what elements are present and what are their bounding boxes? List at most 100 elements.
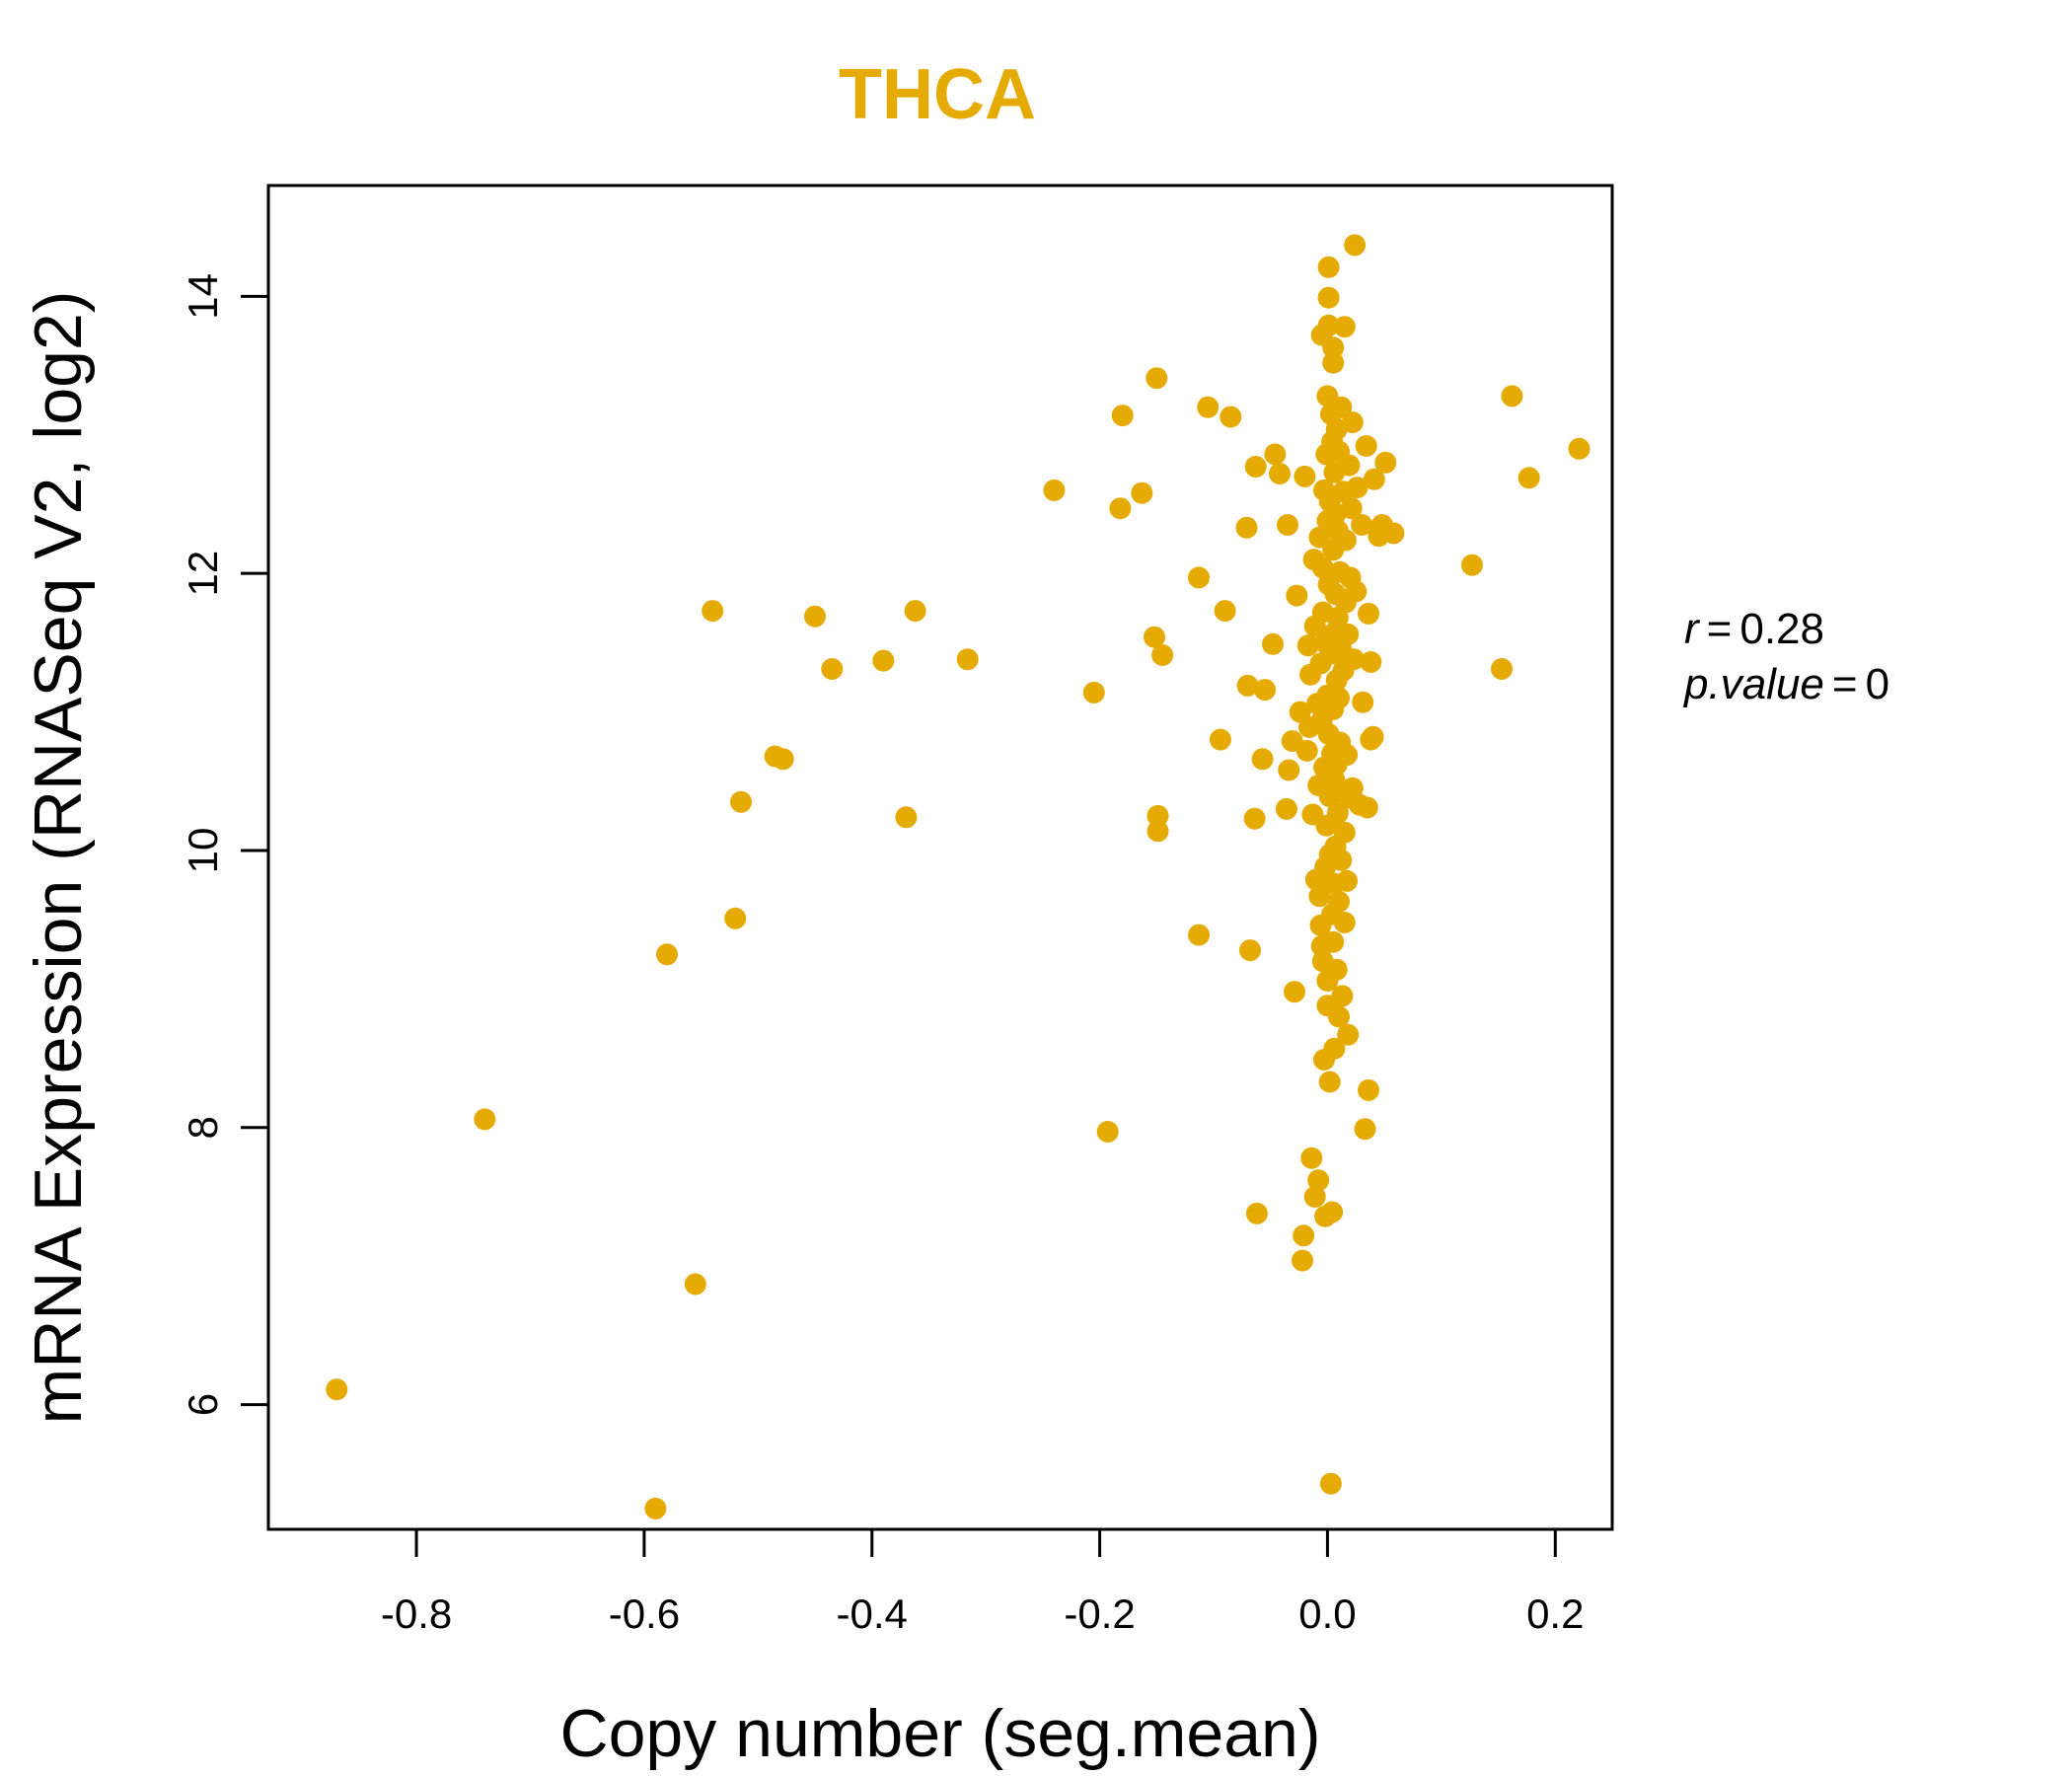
correlation-label: r xyxy=(1684,605,1701,653)
data-point xyxy=(1322,336,1345,359)
y-axis: 6 8 10 12 14 xyxy=(180,273,270,1416)
data-point xyxy=(1356,796,1378,819)
data-point xyxy=(656,943,678,966)
data-point xyxy=(1517,467,1540,489)
data-point xyxy=(644,1497,667,1519)
data-point xyxy=(1214,600,1236,623)
x-tick-label: -0.2 xyxy=(1064,1591,1135,1637)
y-tick-label: 12 xyxy=(180,551,226,597)
data-point xyxy=(1344,234,1367,257)
data-point xyxy=(904,600,926,623)
data-point xyxy=(1340,497,1363,520)
data-point xyxy=(1269,463,1291,485)
y-tick-label: 8 xyxy=(180,1116,226,1139)
data-point xyxy=(1337,1023,1360,1046)
data-point xyxy=(1341,411,1364,434)
data-point xyxy=(1321,1201,1344,1223)
data-point xyxy=(1331,985,1354,1007)
x-tick-label: 0.0 xyxy=(1298,1591,1356,1637)
data-point xyxy=(1220,406,1242,428)
data-point xyxy=(1328,687,1350,709)
data-point xyxy=(1043,479,1066,501)
data-point xyxy=(1382,522,1405,545)
data-point xyxy=(1334,529,1357,552)
data-point xyxy=(1292,1249,1313,1272)
data-point xyxy=(956,648,979,671)
data-point xyxy=(1294,465,1316,487)
data-point xyxy=(1322,930,1345,953)
data-point xyxy=(1131,481,1153,504)
data-point xyxy=(1358,602,1379,625)
data-point xyxy=(1317,314,1340,336)
data-point xyxy=(1286,584,1308,607)
data-point xyxy=(1491,658,1513,680)
data-point xyxy=(1147,804,1169,827)
x-axis-label: Copy number (seg.mean) xyxy=(559,1696,1320,1771)
data-point xyxy=(1209,728,1231,751)
data-point xyxy=(1360,651,1382,673)
points-layer xyxy=(326,234,1591,1519)
data-point xyxy=(1355,435,1377,457)
data-point xyxy=(1109,497,1132,520)
data-point xyxy=(1345,580,1368,603)
data-point xyxy=(1336,869,1359,892)
data-point xyxy=(1308,885,1331,908)
data-point xyxy=(1188,924,1210,946)
data-point xyxy=(1374,451,1397,474)
data-point xyxy=(1111,405,1134,427)
data-point xyxy=(1354,1118,1376,1141)
p-value-stat: p.value = 0 xyxy=(1682,660,1889,708)
data-point xyxy=(1333,912,1356,933)
data-point xyxy=(1328,890,1350,913)
correlation-stat: r = 0.28 xyxy=(1684,605,1824,653)
data-point xyxy=(895,806,918,829)
data-point xyxy=(724,907,747,929)
data-point xyxy=(1284,981,1305,1003)
data-point xyxy=(1363,468,1385,490)
data-point xyxy=(1082,681,1105,703)
data-point xyxy=(1244,456,1267,478)
data-point xyxy=(1341,777,1364,799)
data-point xyxy=(1325,958,1348,981)
data-point xyxy=(1362,725,1384,748)
data-point xyxy=(1245,1202,1268,1224)
data-point xyxy=(1358,1078,1379,1101)
data-point xyxy=(1151,644,1174,666)
data-point xyxy=(1336,744,1359,767)
data-point xyxy=(804,605,826,628)
data-point xyxy=(1296,634,1319,657)
data-point xyxy=(1330,396,1353,418)
data-point xyxy=(1264,443,1287,466)
data-point xyxy=(1251,748,1274,771)
data-point xyxy=(1568,437,1591,460)
y-tick-label: 6 xyxy=(180,1393,226,1416)
data-point xyxy=(1501,385,1523,407)
data-point xyxy=(1351,514,1373,536)
data-point xyxy=(1317,286,1340,309)
data-point xyxy=(730,790,752,813)
data-point xyxy=(1188,566,1210,589)
data-point xyxy=(1333,316,1356,338)
data-point xyxy=(1144,626,1165,648)
data-point xyxy=(1319,1472,1342,1495)
data-point xyxy=(1275,797,1297,820)
data-point xyxy=(1311,556,1334,579)
data-point xyxy=(1197,396,1220,418)
data-point xyxy=(1243,807,1266,830)
x-tick-label: 0.2 xyxy=(1526,1591,1584,1637)
data-point xyxy=(772,748,794,771)
data-point xyxy=(1322,351,1345,374)
data-point xyxy=(1330,849,1353,871)
data-point xyxy=(474,1108,496,1131)
p-value-value: 0 xyxy=(1866,660,1889,708)
data-point xyxy=(1461,554,1483,576)
data-point xyxy=(1326,802,1349,825)
data-point xyxy=(1235,516,1258,539)
y-axis-label: mRNA Expression (RNASeq V2, log2) xyxy=(21,291,96,1425)
data-point xyxy=(821,658,844,680)
data-point xyxy=(1096,1121,1119,1143)
data-point xyxy=(1254,679,1276,702)
data-point xyxy=(1307,1169,1330,1192)
data-point xyxy=(702,600,724,623)
